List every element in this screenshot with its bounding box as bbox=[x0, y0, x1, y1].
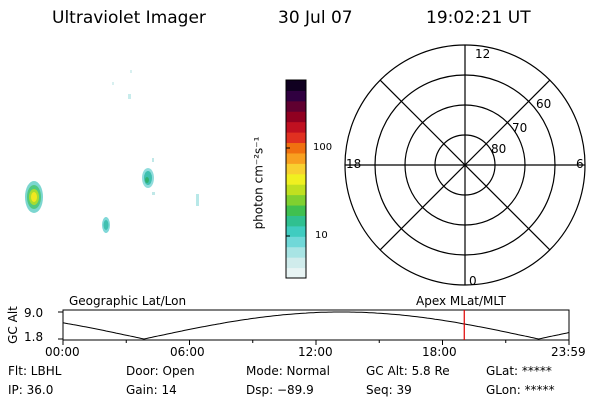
xtick-label-1200: 12:00 bbox=[298, 345, 333, 359]
info-flt: Flt: LBHL bbox=[8, 364, 62, 378]
colorbar-segment bbox=[286, 173, 306, 185]
uv-image bbox=[25, 70, 199, 233]
colorbar-segment bbox=[286, 215, 306, 227]
info-ip: IP: 36.0 bbox=[8, 383, 54, 397]
info-seq: Seq: 39 bbox=[366, 383, 412, 397]
alt-ytick-label-bottom: 1.8 bbox=[24, 330, 44, 344]
lat-label-60: 60 bbox=[536, 97, 552, 111]
altitude-panel-frame bbox=[62, 309, 570, 341]
colorbar-segment bbox=[286, 80, 306, 91]
colorbar-unit-label: photon cm⁻²s⁻¹ bbox=[251, 136, 266, 230]
mlt-label-6: 6 bbox=[576, 157, 584, 171]
time-label: 19:02:21 UT bbox=[426, 8, 531, 28]
colorbar bbox=[286, 80, 306, 279]
mlt-label-0: 0 bbox=[469, 274, 477, 288]
polar-diagonal-b bbox=[379, 79, 551, 251]
mlt-label-18: 18 bbox=[346, 157, 362, 171]
colorbar-segment bbox=[286, 152, 306, 164]
geographic-label: Geographic Lat/Lon bbox=[69, 294, 187, 308]
colorbar-label-100: 100 bbox=[313, 142, 333, 153]
info-dsp: Dsp: −89.9 bbox=[246, 383, 314, 397]
colorbar-segment bbox=[286, 100, 306, 112]
polar-grid bbox=[344, 44, 586, 286]
info-glon: GLon: ***** bbox=[486, 383, 555, 397]
altitude-xticks bbox=[62, 340, 570, 345]
colorbar-label-10: 10 bbox=[315, 230, 328, 241]
colorbar-segment bbox=[286, 236, 306, 248]
colorbar-segment bbox=[286, 205, 306, 216]
colorbar-segment bbox=[286, 184, 306, 196]
colorbar-segment bbox=[286, 246, 306, 258]
info-glat: GLat: ***** bbox=[486, 364, 552, 378]
colorbar-segment bbox=[286, 132, 306, 144]
xtick-label-0000: 00:00 bbox=[45, 345, 80, 359]
colorbar-segment bbox=[286, 121, 306, 133]
colorbar-segment bbox=[286, 142, 306, 154]
colorbar-segment bbox=[286, 90, 306, 102]
lat-label-70: 70 bbox=[512, 121, 528, 135]
colorbar-frame bbox=[285, 79, 307, 279]
alt-ytick-label-top: 9.0 bbox=[24, 306, 44, 320]
xtick-label-0600: 06:00 bbox=[170, 345, 205, 359]
apex-label: Apex MLat/MLT bbox=[416, 294, 506, 308]
instrument-title: Ultraviolet Imager bbox=[52, 8, 206, 28]
colorbar-segment bbox=[286, 267, 306, 279]
colorbar-segment bbox=[286, 257, 306, 269]
alt-yaxis-label: GC Alt bbox=[5, 306, 20, 344]
colorbar-segment bbox=[286, 225, 306, 237]
info-gcalt: GC Alt: 5.8 Re bbox=[366, 364, 450, 378]
date-label: 30 Jul 07 bbox=[278, 8, 353, 28]
xtick-label-2359: 23:59 bbox=[551, 345, 586, 359]
xtick-label-1800: 18:00 bbox=[422, 345, 457, 359]
info-gain: Gain: 14 bbox=[126, 383, 177, 397]
colorbar-segment bbox=[286, 194, 306, 206]
colorbar-segment bbox=[286, 111, 306, 123]
info-mode: Mode: Normal bbox=[246, 364, 330, 378]
lat-label-80: 80 bbox=[491, 142, 507, 156]
mlt-label-12: 12 bbox=[475, 47, 491, 61]
colorbar-segment bbox=[286, 163, 306, 175]
orbit-altitude-curve bbox=[62, 311, 570, 340]
info-door: Door: Open bbox=[126, 364, 195, 378]
